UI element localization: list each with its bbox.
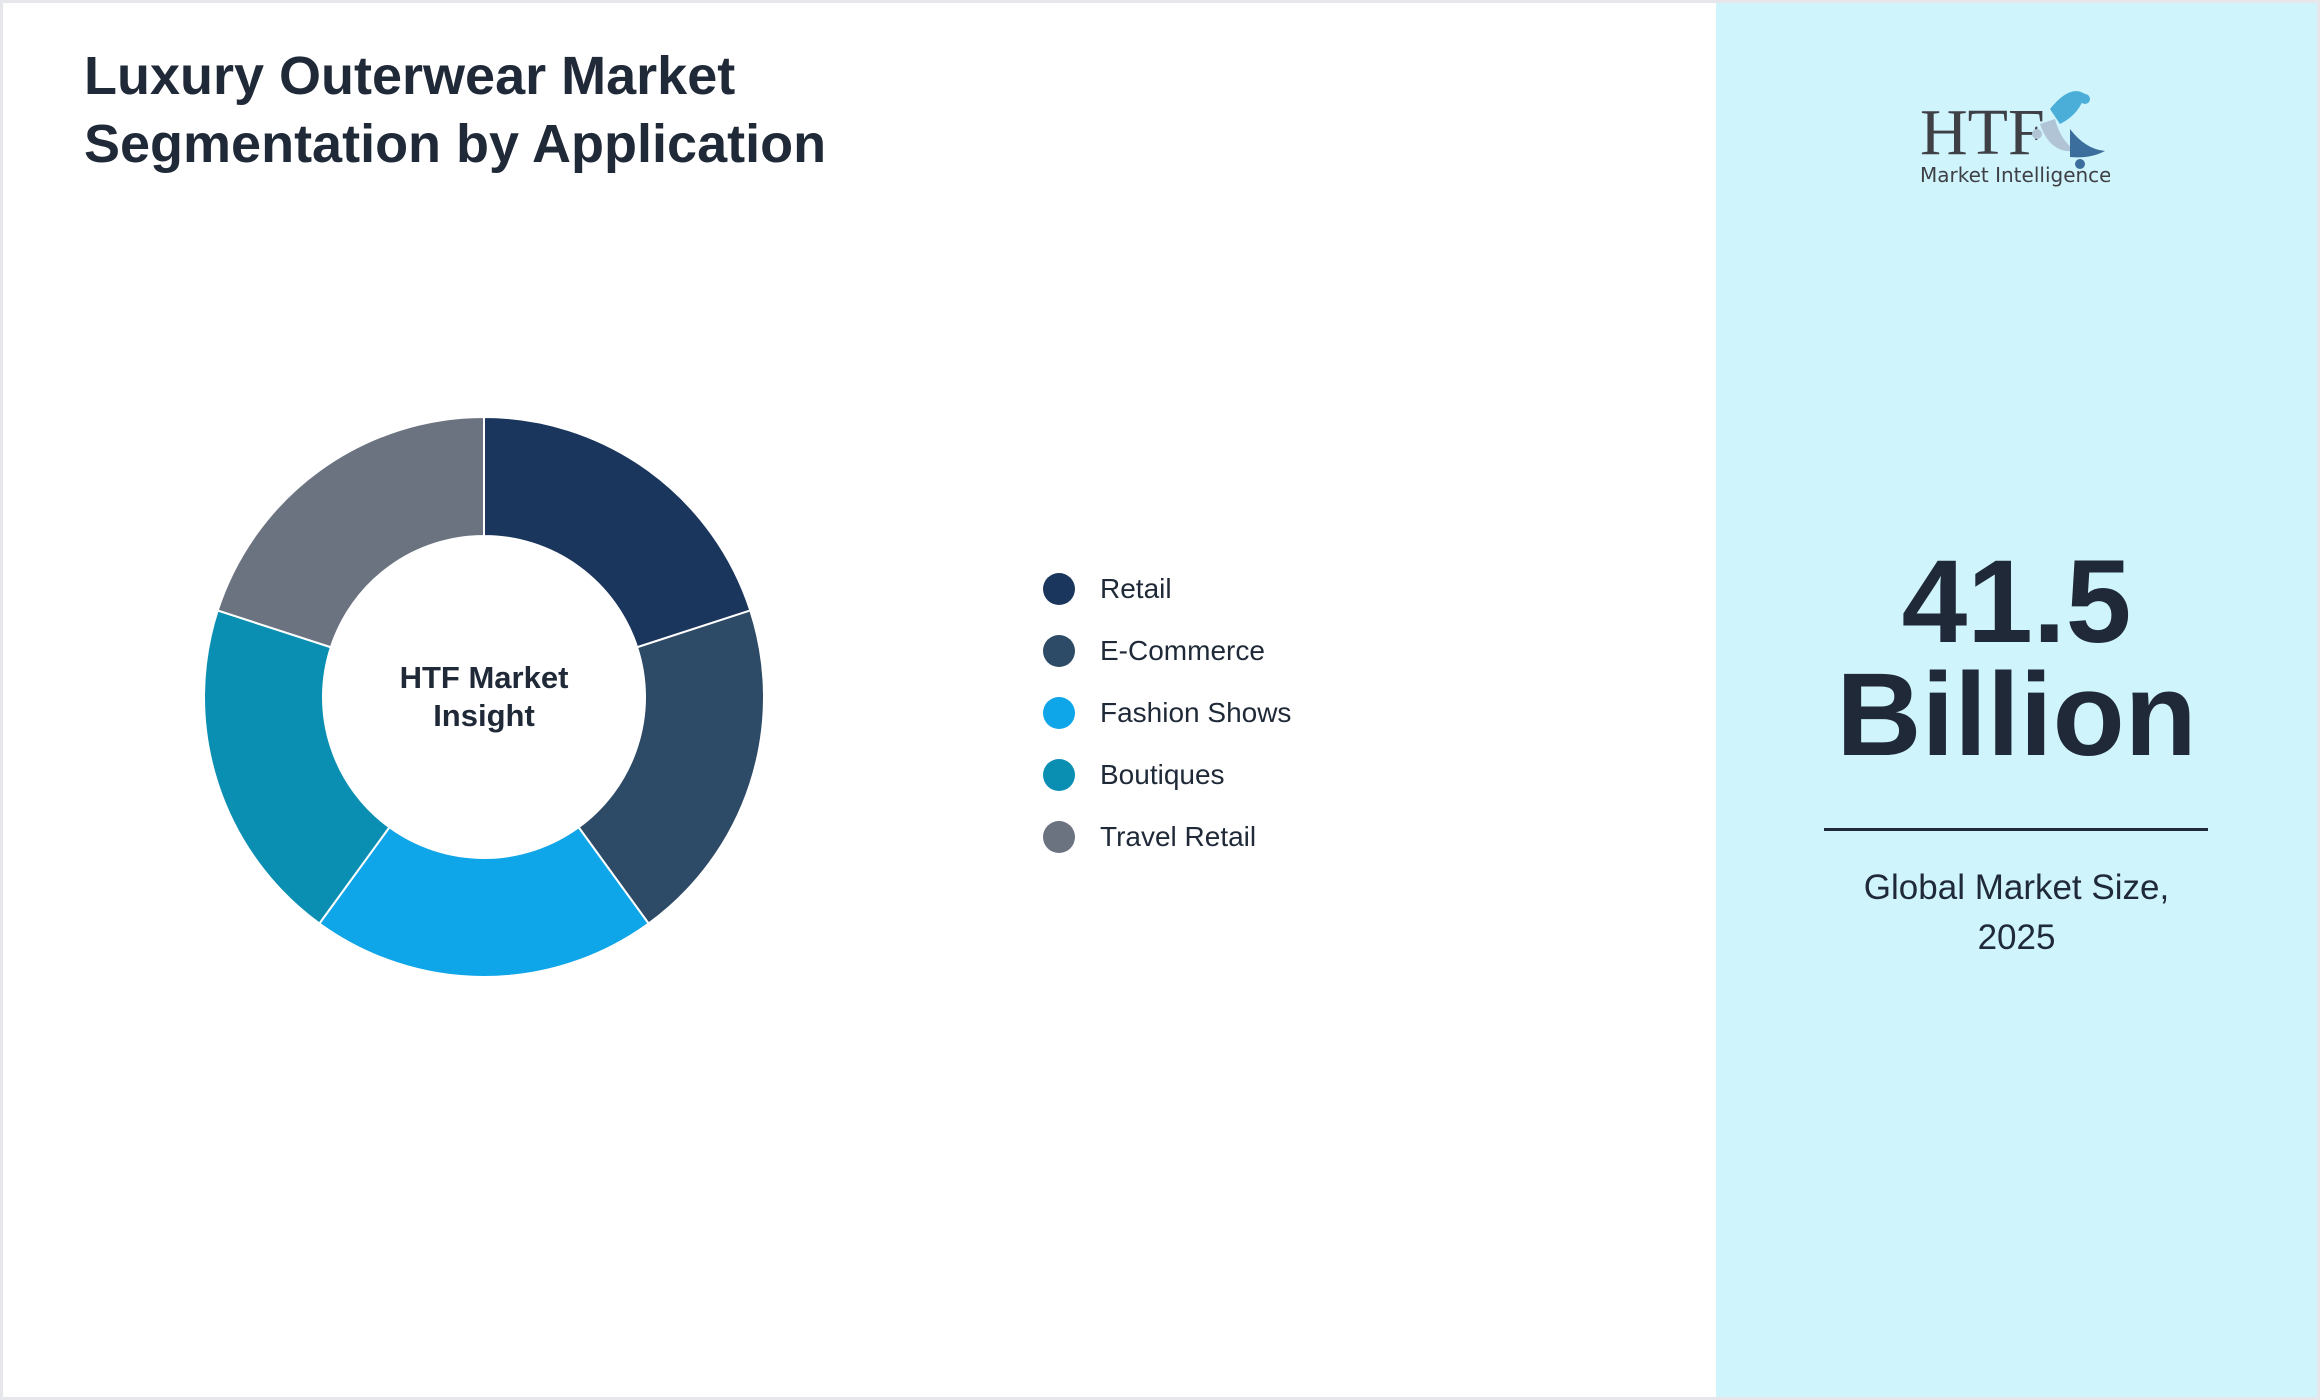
legend-item: E-Commerce [1043,620,1291,682]
center-label-line-1: HTF Market [400,660,569,695]
legend-item: Retail [1043,558,1291,620]
legend-swatch [1043,697,1075,729]
slice-boutiques [203,609,391,925]
slice-travel-retail [216,415,485,649]
legend-swatch [1043,821,1075,853]
divider [1824,828,2208,831]
slice-e-commerce [577,609,765,925]
donut-chart: HTF Market Insight [203,415,765,979]
htf-logo: HTF Market Intelligence [1920,91,2110,187]
page-title: Luxury Outerwear Market Segmentation by … [84,42,826,178]
legend-item: Boutiques [1043,744,1291,806]
legend-label: Fashion Shows [1100,697,1292,728]
market-size-value: 41.5 [1901,536,2132,668]
legend-label: E-Commerce [1100,635,1265,666]
slice-retail [483,415,752,649]
logo-figure-navy-icon [2070,129,2105,158]
legend: Retail E-Commerce Fashion Shows Boutiques Tr… [1043,558,1291,868]
logo-figure-grey-icon [2040,119,2075,152]
logo-figure-blue-icon [2050,91,2085,124]
legend-label: Retail [1100,573,1172,604]
market-size-panel: HTF Market Intelligence 41.5 Billion Glo… [1716,3,2317,1397]
legend-item: Fashion Shows [1043,682,1291,744]
logo-text-sub: Market Intelligence [1920,163,2110,187]
legend-label: Boutiques [1100,759,1225,790]
legend-swatch [1043,573,1075,605]
market-size-unit: Billion [1836,649,2197,781]
logo-text-main: HTF [1920,96,2045,169]
title-line-2: Segmentation by Application [84,114,827,174]
legend-label: Travel Retail [1100,821,1257,852]
market-size-caption: Global Market Size, 2025 [1716,863,2317,963]
center-label-line-2: Insight [433,698,535,733]
legend-swatch [1043,759,1075,791]
slice-fashion-shows [318,825,650,979]
legend-swatch [1043,635,1075,667]
legend-item: Travel Retail [1043,806,1291,868]
caption-line-1: Global Market Size, [1863,868,2170,907]
title-line-1: Luxury Outerwear Market [84,46,736,106]
caption-line-2: 2025 [1977,918,2056,957]
